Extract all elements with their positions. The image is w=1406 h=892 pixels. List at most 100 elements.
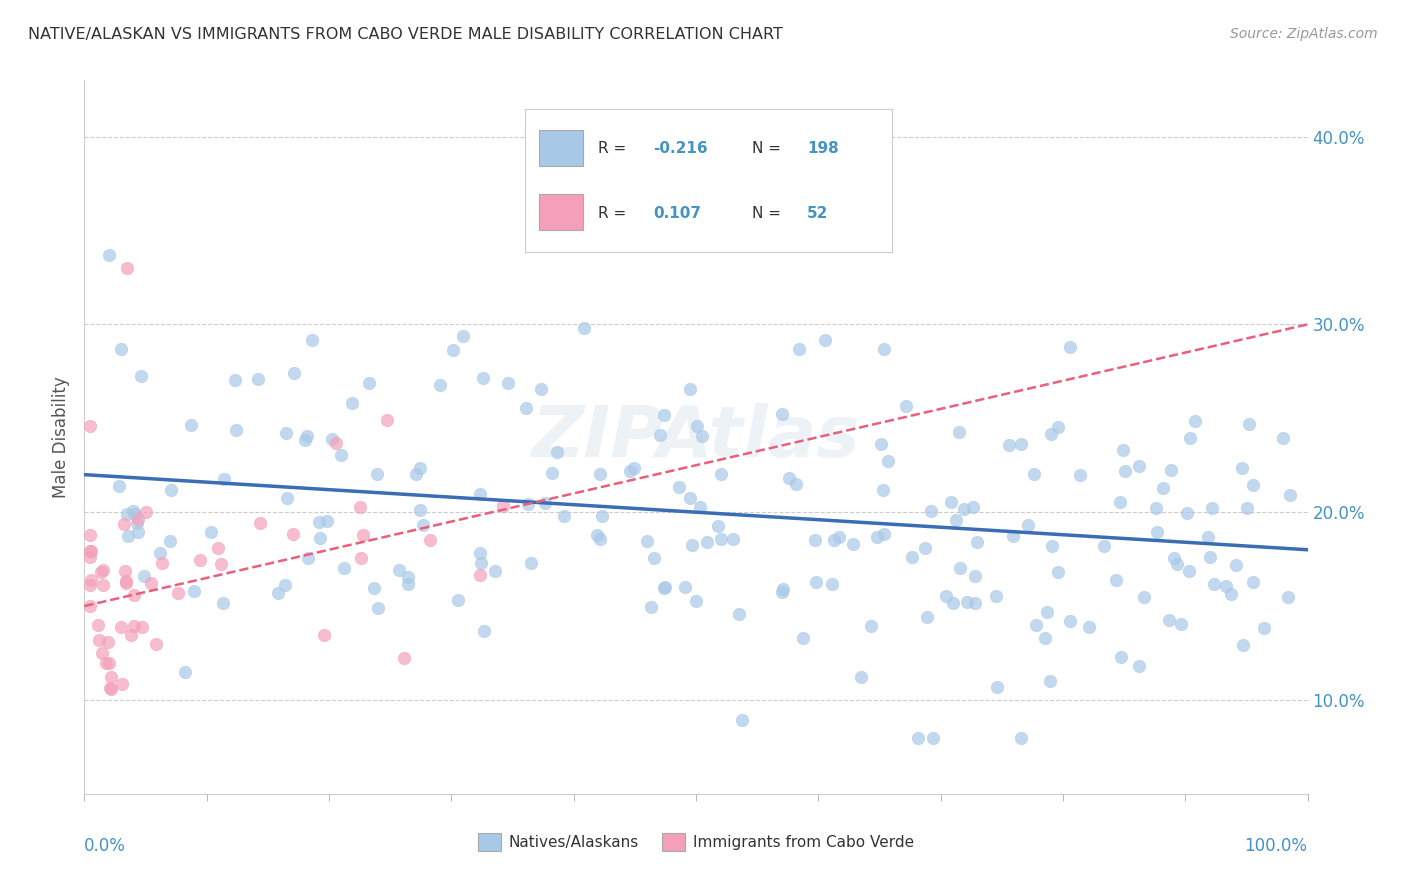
Point [828, 530, 851, 544]
Point [115, 261, 138, 276]
Point [730, 713, 752, 727]
Point [209, 557, 232, 571]
Point [949, 561, 972, 575]
Point [316, 514, 339, 528]
Point [1144, 501, 1167, 516]
Point [1184, 414, 1206, 428]
Point [1160, 463, 1182, 477]
Point [1225, 558, 1247, 573]
Point [953, 501, 976, 516]
Point [1146, 524, 1168, 539]
Point [112, 517, 135, 532]
Point [1230, 460, 1253, 475]
Point [876, 454, 898, 468]
Point [914, 541, 936, 555]
Point [643, 550, 665, 565]
Point [1078, 620, 1101, 634]
Point [159, 534, 181, 549]
Point [1197, 530, 1219, 544]
Point [150, 556, 173, 570]
Point [1059, 615, 1081, 629]
Point [87, 632, 110, 647]
Point [375, 413, 398, 427]
Legend: Natives/Alaskans, Immigrants from Cabo Verde: Natives/Alaskans, Immigrants from Cabo V… [472, 827, 920, 857]
Point [281, 527, 304, 541]
Point [1166, 558, 1188, 572]
Point [956, 595, 979, 609]
Point [1111, 442, 1133, 457]
Point [1204, 577, 1226, 591]
Point [496, 376, 519, 390]
Point [225, 423, 247, 437]
Point [207, 541, 229, 555]
Point [325, 436, 347, 450]
Point [122, 619, 145, 633]
Point [679, 491, 702, 506]
Point [963, 569, 986, 583]
Point [1163, 550, 1185, 565]
Point [100, 682, 122, 697]
Point [127, 511, 149, 525]
Point [842, 537, 865, 551]
Point [533, 496, 555, 510]
Point [1253, 621, 1275, 635]
Point [689, 500, 711, 514]
Point [821, 577, 844, 591]
Point [309, 531, 332, 545]
Point [80, 544, 103, 558]
Point [1111, 650, 1133, 665]
Point [396, 577, 419, 591]
Point [468, 546, 491, 560]
Point [274, 578, 297, 592]
Point [673, 581, 696, 595]
Text: 100.0%: 100.0% [1244, 837, 1308, 855]
Text: 0.0%: 0.0% [84, 837, 127, 855]
Point [117, 528, 139, 542]
Point [297, 429, 319, 443]
Point [468, 568, 491, 582]
Point [637, 534, 659, 549]
Point [1157, 613, 1180, 627]
Point [939, 494, 962, 508]
Point [1128, 459, 1150, 474]
Point [294, 433, 316, 447]
Point [405, 467, 427, 481]
Point [948, 425, 970, 439]
Point [696, 535, 718, 549]
Point [706, 519, 728, 533]
Point [935, 589, 957, 603]
Point [873, 526, 896, 541]
Point [963, 596, 986, 610]
Point [920, 503, 942, 517]
Point [1132, 590, 1154, 604]
Point [79, 543, 101, 558]
Point [200, 524, 222, 539]
Point [1047, 420, 1070, 434]
Point [668, 480, 690, 494]
Point [1241, 478, 1264, 492]
Point [224, 373, 246, 387]
Point [100, 670, 122, 684]
Point [772, 582, 794, 596]
Point [517, 498, 540, 512]
Point [984, 589, 1007, 603]
Point [804, 533, 827, 548]
Point [167, 586, 190, 600]
Point [589, 532, 612, 546]
Point [97, 635, 120, 649]
Point [350, 551, 373, 566]
Point [468, 487, 491, 501]
Point [1236, 501, 1258, 516]
Point [772, 408, 794, 422]
Point [340, 395, 363, 409]
Point [349, 500, 371, 515]
Point [429, 377, 451, 392]
Point [778, 471, 800, 485]
Point [396, 570, 419, 584]
Point [728, 607, 751, 621]
Point [1239, 417, 1261, 432]
Point [1201, 500, 1223, 515]
Point [276, 426, 298, 441]
Point [692, 428, 714, 442]
Point [333, 561, 356, 575]
